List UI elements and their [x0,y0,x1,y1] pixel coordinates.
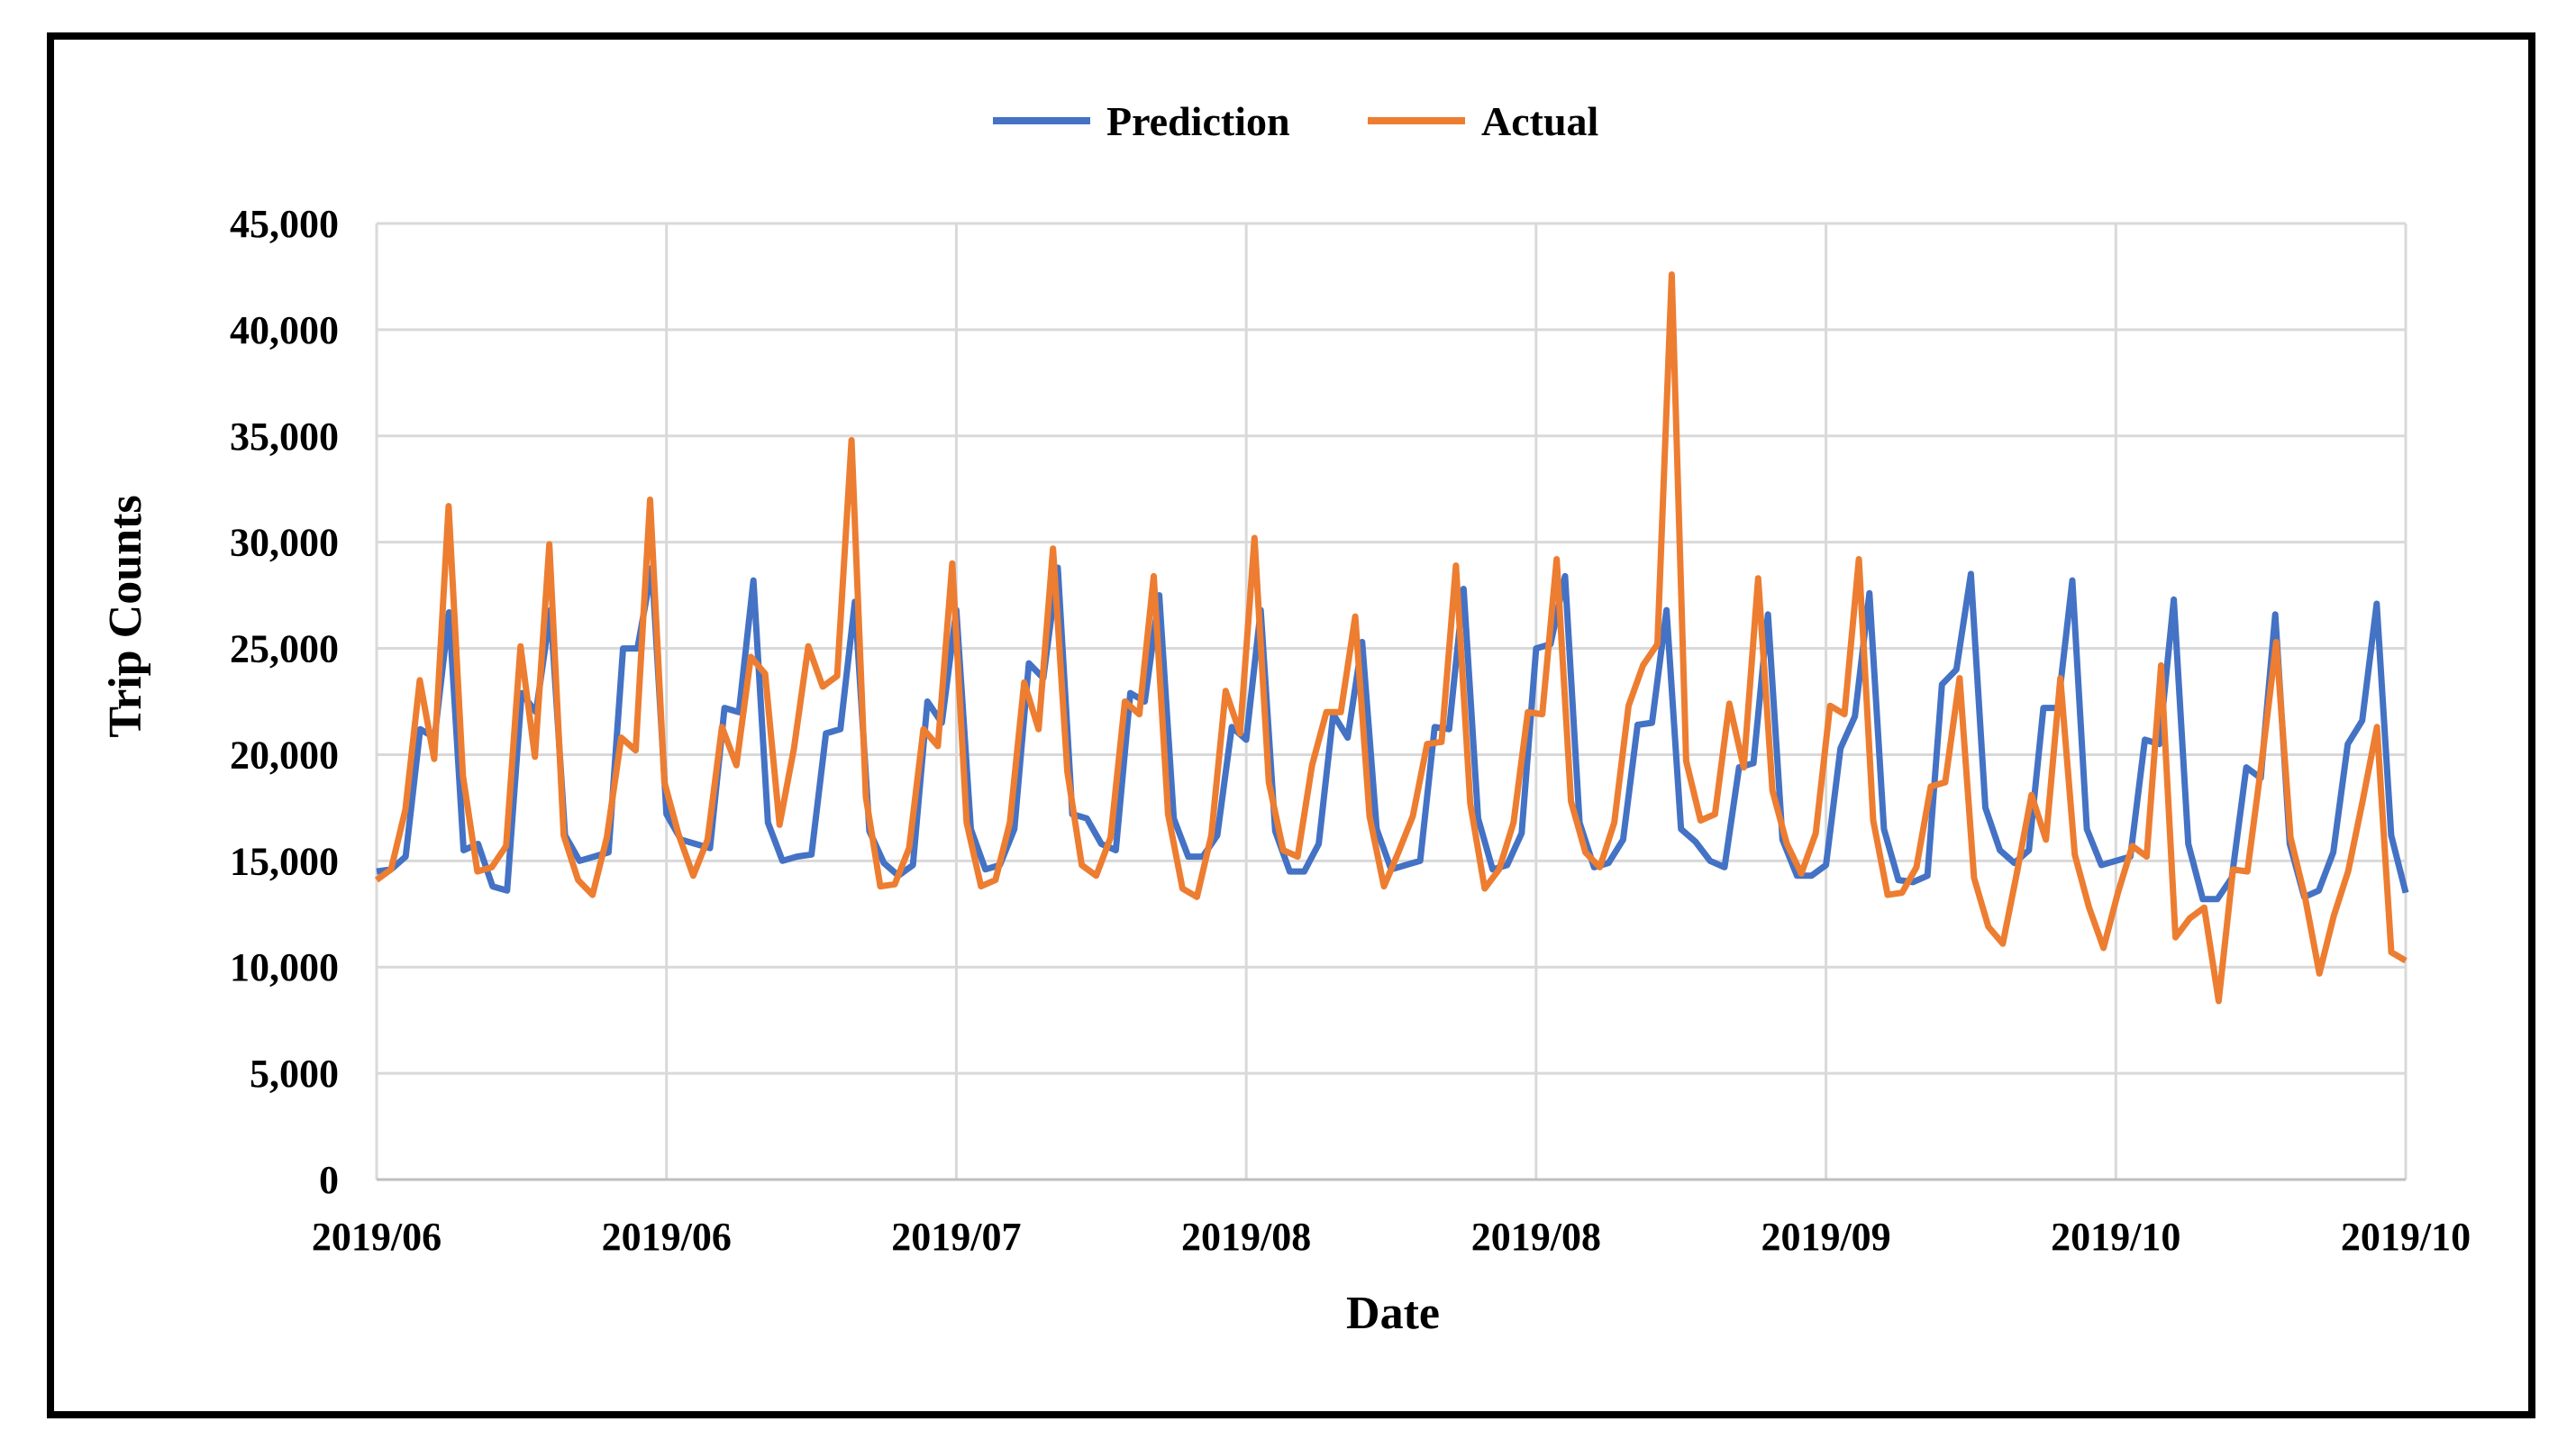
x-tick-label: 2019/06 [602,1215,732,1259]
chart-frame: Prediction Actual 0 5,000 10,000 15,000 20,0… [47,32,2535,1418]
x-axis-ticks: 2019/06 2019/06 2019/07 2019/08 2019/08 2019/… [312,1215,2471,1259]
y-tick-label: 20,000 [230,733,339,777]
series-lines [374,271,2409,1005]
x-tick-label: 2019/08 [1181,1215,1311,1259]
x-tick-label: 2019/10 [2341,1215,2471,1259]
series-line-actual [374,271,2408,1005]
x-tick-label: 2019/07 [891,1215,1021,1259]
y-tick-label: 45,000 [230,202,339,246]
y-tick-label: 15,000 [230,839,339,883]
legend-label-actual: Actual [1481,98,1598,144]
x-tick-label: 2019/06 [312,1215,441,1259]
y-tick-label: 0 [319,1158,339,1202]
x-axis-title: Date [1346,1288,1440,1339]
y-axis-ticks: 0 5,000 10,000 15,000 20,000 25,000 30,000 35,0… [230,202,339,1202]
grid [375,222,2408,1180]
x-tick-label: 2019/09 [1761,1215,1890,1259]
y-tick-label: 5,000 [250,1052,339,1096]
x-tick-label: 2019/08 [1471,1215,1601,1259]
x-tick-label: 2019/10 [2051,1215,2180,1259]
legend: Prediction Actual [993,98,1598,144]
legend-label-prediction: Prediction [1106,98,1290,144]
y-tick-label: 30,000 [230,521,339,565]
chart-svg: Prediction Actual 0 5,000 10,000 15,000 20,0… [100,98,2471,1339]
y-tick-label: 40,000 [230,308,339,352]
y-axis-title: Trip Counts [100,495,151,737]
y-tick-label: 35,000 [230,415,339,459]
y-tick-label: 10,000 [230,945,339,989]
y-tick-label: 25,000 [230,627,339,671]
